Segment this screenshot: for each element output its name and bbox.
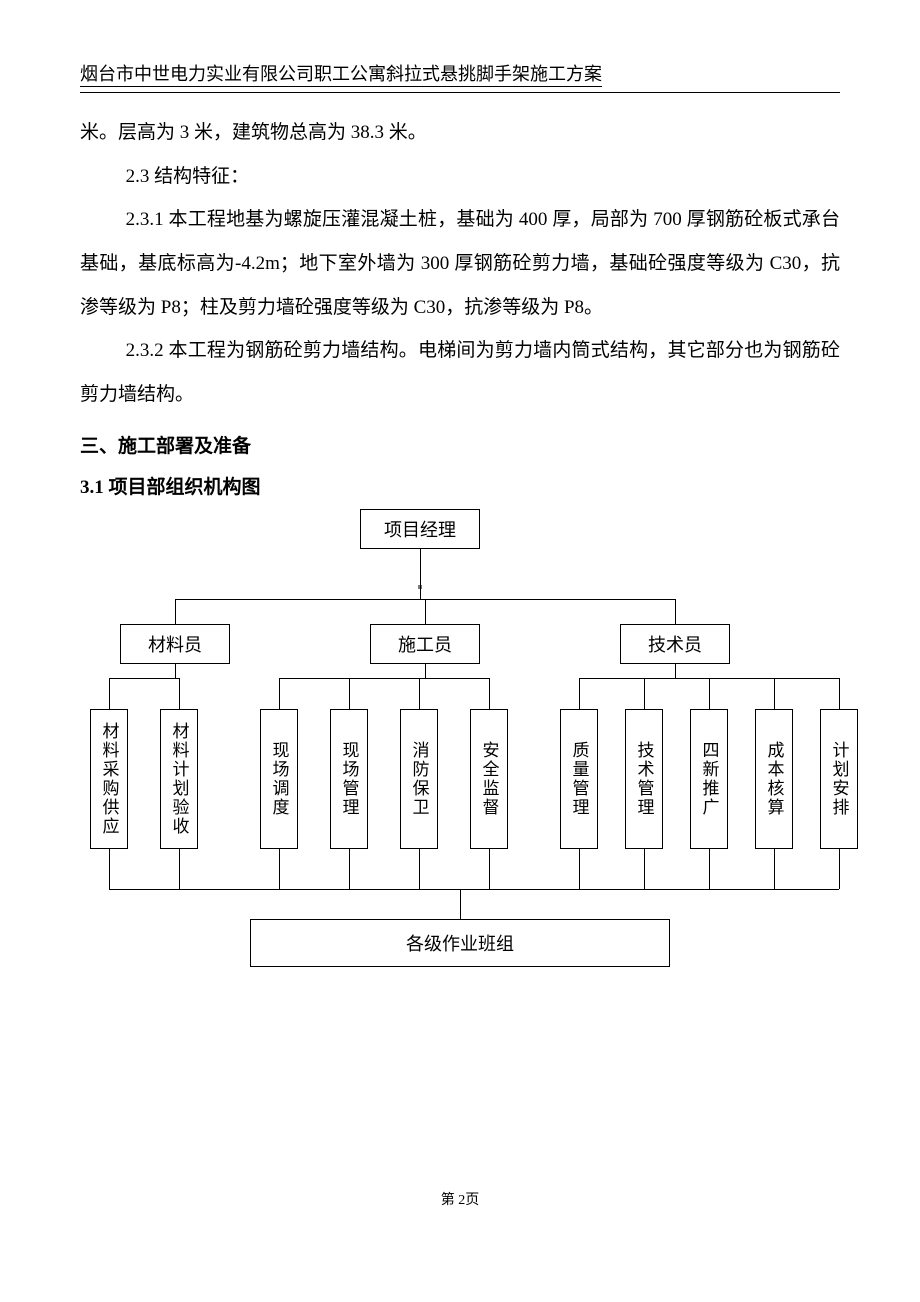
connector-v xyxy=(460,889,461,919)
connector-v xyxy=(419,849,420,889)
page-footer: 第 2页 xyxy=(80,1189,840,1209)
connector-v xyxy=(579,849,580,889)
paragraph-2: 2.3 结构特征： xyxy=(80,155,840,199)
connector-v xyxy=(420,549,421,599)
connector-v xyxy=(675,664,676,678)
org-top-node: 项目经理 xyxy=(360,509,480,549)
org-leaf-node-1: 材料计划验收 xyxy=(160,709,198,849)
org-leaf-node-2: 现场调度 xyxy=(260,709,298,849)
connector-v xyxy=(349,678,350,709)
section-3-1-heading: 3.1 项目部组织机构图 xyxy=(80,472,840,499)
connector-v xyxy=(489,849,490,889)
connector-v xyxy=(109,849,110,889)
org-l2-node-0: 材料员 xyxy=(120,624,230,664)
document-page: 烟台市中世电力实业有限公司职工公寓斜拉式悬挑脚手架施工方案 米。层高为 3 米，… xyxy=(0,0,920,1249)
connector-h xyxy=(109,678,179,679)
connector-v xyxy=(644,849,645,889)
org-leaf-node-4: 消防保卫 xyxy=(400,709,438,849)
connector-v xyxy=(579,678,580,709)
connector-h xyxy=(109,889,839,890)
page-header: 烟台市中世电力实业有限公司职工公寓斜拉式悬挑脚手架施工方案 xyxy=(80,60,840,93)
connector-v xyxy=(179,678,180,709)
org-leaf-node-5: 安全监督 xyxy=(470,709,508,849)
org-l2-node-1: 施工员 xyxy=(370,624,480,664)
org-chart: 项目经理材料员 施工员 技术员材料采购供应材料计划验收 现场调度现场管理消防保卫安全监… xyxy=(80,509,840,989)
connector-v xyxy=(175,664,176,678)
connector-v xyxy=(839,849,840,889)
connector-v xyxy=(709,849,710,889)
connector-v xyxy=(349,849,350,889)
connector-v xyxy=(644,678,645,709)
connector-h xyxy=(279,678,489,679)
connector-v xyxy=(175,599,176,624)
org-leaf-node-7: 技术管理 xyxy=(625,709,663,849)
org-leaf-node-3: 现场管理 xyxy=(330,709,368,849)
connector-v xyxy=(489,678,490,709)
connector-v xyxy=(709,678,710,709)
org-l2-node-2: 技术员 xyxy=(620,624,730,664)
paragraph-4: 2.3.2 本工程为钢筋砼剪力墙结构。电梯间为剪力墙内筒式结构，其它部分也为钢筋… xyxy=(80,329,840,416)
org-leaf-node-8: 四新推广 xyxy=(690,709,728,849)
connector-v xyxy=(425,664,426,678)
connector-v xyxy=(279,678,280,709)
connector-v xyxy=(839,678,840,709)
connector-v xyxy=(109,678,110,709)
connector-v xyxy=(774,678,775,709)
org-leaf-node-10: 计划安排 xyxy=(820,709,858,849)
section-3-heading: 三、施工部署及准备 xyxy=(80,431,840,458)
paragraph-1: 米。层高为 3 米，建筑物总高为 38.3 米。 xyxy=(80,111,840,155)
connector-v xyxy=(425,599,426,624)
org-leaf-node-6: 质量管理 xyxy=(560,709,598,849)
paragraph-3: 2.3.1 本工程地基为螺旋压灌混凝土桩，基础为 400 厚，局部为 700 厚… xyxy=(80,198,840,329)
connector-v xyxy=(279,849,280,889)
connector-v xyxy=(774,849,775,889)
connector-v xyxy=(675,599,676,624)
connector-v xyxy=(419,678,420,709)
org-leaf-node-9: 成本核算 xyxy=(755,709,793,849)
org-leaf-node-0: 材料采购供应 xyxy=(90,709,128,849)
org-bottom-node: 各级作业班组 xyxy=(250,919,670,967)
connector-v xyxy=(179,849,180,889)
